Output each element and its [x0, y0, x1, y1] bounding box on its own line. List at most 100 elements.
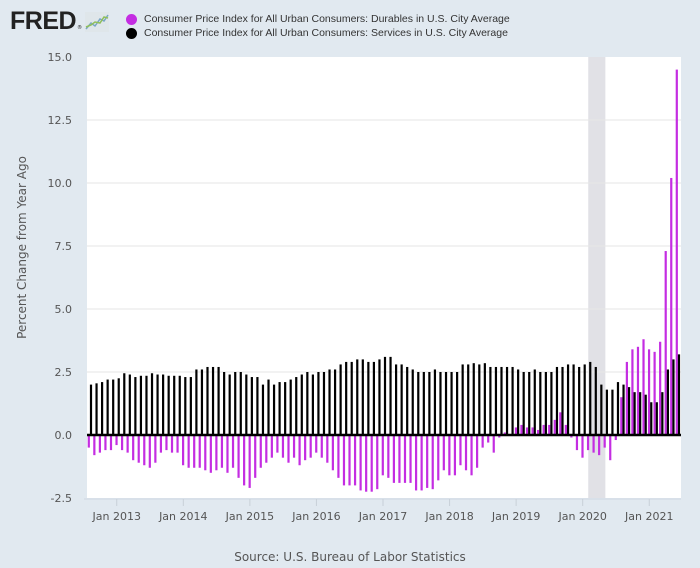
durables-bar[interactable] [426, 435, 429, 488]
services-bar[interactable] [555, 366, 559, 435]
durables-bar[interactable] [376, 435, 379, 490]
durables-bar[interactable] [525, 427, 529, 435]
services-bar[interactable] [483, 363, 486, 435]
durables-bar[interactable] [182, 435, 185, 466]
services-bar[interactable] [234, 372, 237, 435]
services-bar[interactable] [156, 374, 159, 435]
legend-item-services[interactable]: Consumer Price Index for All Urban Consu… [126, 26, 510, 40]
services-bar[interactable] [544, 372, 547, 435]
services-bar[interactable] [478, 364, 481, 435]
durables-bar[interactable] [126, 435, 129, 453]
services-bar[interactable] [339, 364, 342, 435]
durables-bar[interactable] [559, 412, 562, 435]
durables-bar[interactable] [315, 435, 318, 453]
durables-bar[interactable] [453, 435, 457, 476]
services-bar[interactable] [600, 384, 603, 435]
durables-bar[interactable] [215, 435, 218, 471]
durables-bar[interactable] [625, 361, 628, 435]
services-bar[interactable] [406, 366, 409, 435]
services-bar[interactable] [211, 366, 215, 435]
services-bar[interactable] [522, 372, 525, 435]
durables-bar[interactable] [431, 435, 434, 490]
durables-bar[interactable] [309, 435, 312, 458]
durables-bar[interactable] [220, 435, 224, 468]
services-bar[interactable] [278, 382, 281, 435]
durables-bar[interactable] [470, 435, 473, 476]
durables-bar[interactable] [598, 435, 601, 456]
durables-bar[interactable] [387, 435, 390, 478]
services-bar[interactable] [467, 364, 470, 435]
services-bar[interactable] [461, 364, 464, 435]
durables-bar[interactable] [154, 435, 157, 463]
durables-bar[interactable] [564, 424, 567, 435]
durables-bar[interactable] [115, 435, 118, 446]
durables-bar[interactable] [365, 435, 368, 492]
durables-bar[interactable] [442, 435, 445, 471]
durables-bar[interactable] [331, 435, 334, 471]
durables-bar[interactable] [520, 424, 523, 435]
services-bar[interactable] [112, 379, 115, 435]
durables-bar[interactable] [614, 435, 617, 441]
services-bar[interactable] [605, 389, 608, 435]
services-bar[interactable] [417, 372, 420, 435]
services-bar[interactable] [589, 361, 592, 435]
services-bar[interactable] [411, 369, 414, 435]
services-bar[interactable] [178, 375, 181, 435]
services-bar[interactable] [539, 372, 542, 435]
durables-bar[interactable] [165, 435, 168, 451]
services-bar[interactable] [145, 375, 148, 435]
durables-bar[interactable] [581, 435, 584, 458]
durables-bar[interactable] [592, 435, 595, 453]
services-bar[interactable] [167, 375, 170, 435]
services-bar[interactable] [572, 364, 575, 435]
services-bar[interactable] [311, 374, 314, 435]
services-bar[interactable] [505, 366, 509, 435]
services-bar[interactable] [333, 369, 337, 435]
durables-bar[interactable] [120, 435, 124, 451]
durables-bar[interactable] [204, 435, 207, 471]
services-bar[interactable] [345, 361, 348, 435]
services-bar[interactable] [611, 389, 614, 435]
durables-bar[interactable] [304, 435, 307, 461]
services-bar[interactable] [184, 377, 187, 435]
durables-bar[interactable] [353, 435, 357, 486]
durables-bar[interactable] [254, 435, 257, 478]
durables-bar[interactable] [270, 435, 273, 458]
services-bar[interactable] [422, 372, 425, 435]
services-bar[interactable] [622, 384, 625, 435]
durables-bar[interactable] [292, 435, 296, 458]
services-bar[interactable] [350, 361, 353, 435]
durables-bar[interactable] [265, 435, 268, 463]
durables-bar[interactable] [342, 435, 346, 486]
services-bar[interactable] [627, 387, 631, 435]
services-bar[interactable] [517, 369, 520, 435]
services-bar[interactable] [317, 372, 320, 435]
services-bar[interactable] [100, 382, 104, 435]
durables-bar[interactable] [675, 69, 678, 435]
services-bar[interactable] [139, 375, 143, 435]
durables-bar[interactable] [187, 435, 190, 468]
services-bar[interactable] [217, 366, 220, 435]
services-bar[interactable] [639, 392, 642, 435]
durables-bar[interactable] [553, 419, 556, 435]
services-bar[interactable] [272, 384, 276, 435]
services-bar[interactable] [223, 372, 226, 435]
durables-bar[interactable] [670, 177, 673, 435]
durables-bar[interactable] [464, 435, 468, 471]
durables-bar[interactable] [481, 435, 484, 448]
durables-bar[interactable] [193, 435, 196, 468]
durables-bar[interactable] [320, 435, 323, 458]
services-bar[interactable] [256, 377, 259, 435]
services-bar[interactable] [528, 372, 531, 435]
durables-bar[interactable] [586, 435, 590, 451]
durables-bar[interactable] [159, 435, 163, 453]
services-bar[interactable] [206, 366, 209, 435]
services-bar[interactable] [561, 366, 564, 435]
services-bar[interactable] [261, 384, 265, 435]
services-bar[interactable] [289, 379, 292, 435]
services-bar[interactable] [578, 366, 581, 435]
services-bar[interactable] [433, 369, 437, 435]
services-bar[interactable] [444, 372, 448, 435]
durables-bar[interactable] [409, 435, 412, 483]
durables-bar[interactable] [98, 435, 101, 453]
